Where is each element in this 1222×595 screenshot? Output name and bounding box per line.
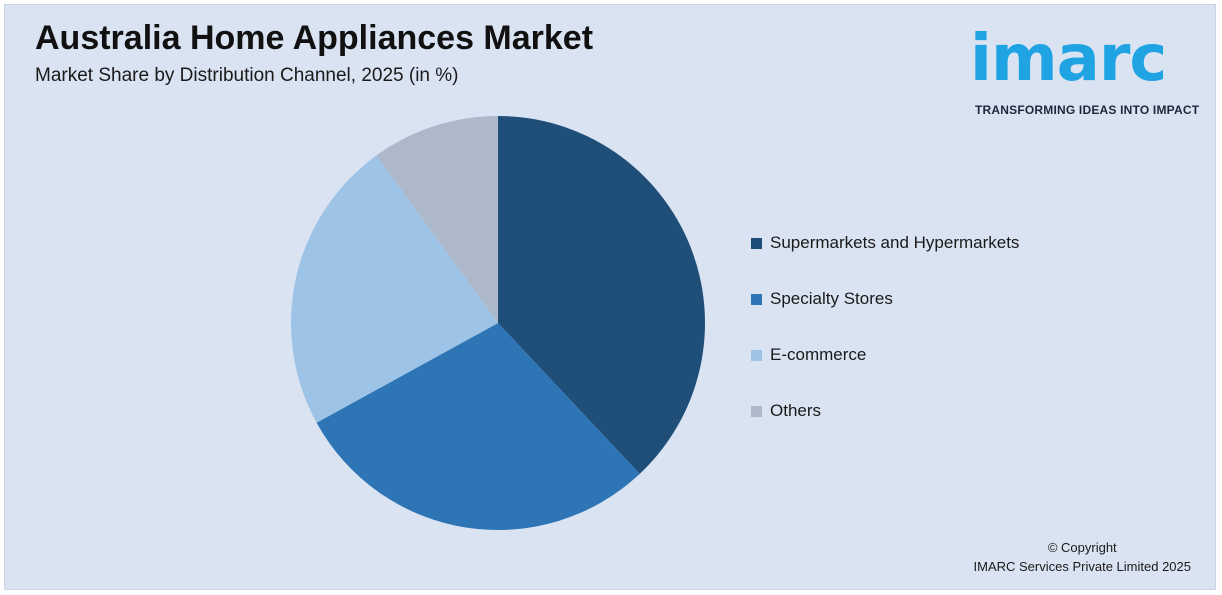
chart-subtitle: Market Share by Distribution Channel, 20…	[35, 65, 459, 86]
chart-title: Australia Home Appliances Market	[35, 19, 594, 57]
legend-swatch	[751, 294, 762, 305]
pie-slice-others	[376, 116, 498, 323]
legend-label: Supermarkets and Hypermarkets	[770, 233, 1020, 252]
legend-item: Supermarkets and Hypermarkets	[751, 233, 1019, 289]
legend-swatch	[751, 350, 762, 361]
legend-label: Specialty Stores	[770, 289, 893, 308]
pie-slice-supermarkets-and-hypermarkets	[498, 116, 705, 474]
pie-chart	[290, 116, 705, 530]
copyright-notice: © Copyright IMARC Services Private Limit…	[974, 538, 1191, 576]
chart-frame: Australia Home Appliances Market Market …	[4, 4, 1216, 590]
pie-slice-e-commerce	[290, 155, 498, 423]
logo-tagline: TRANSFORMING IDEAS INTO IMPACT	[975, 103, 1200, 117]
chart-legend: Supermarkets and Hypermarkets Specialty S…	[751, 233, 1019, 457]
legend-label: E-commerce	[770, 345, 867, 364]
copyright-line-1: © Copyright	[1047, 540, 1117, 555]
legend-item: Others	[751, 401, 1019, 457]
copyright-line-2: IMARC Services Private Limited 2025	[973, 559, 1191, 574]
legend-label: Others	[770, 401, 822, 420]
logo-wordmark: imarc	[970, 22, 1167, 96]
legend-item: E-commerce	[751, 345, 1019, 401]
legend-swatch	[751, 406, 762, 417]
legend-item: Specialty Stores	[751, 289, 1019, 345]
imarc-logo: imarc TRANSFORMING IDEAS INTO IMPACT	[970, 15, 1206, 123]
legend-swatch	[751, 238, 762, 249]
pie-slice-specialty-stores	[316, 323, 640, 530]
